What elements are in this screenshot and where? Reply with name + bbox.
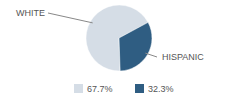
leader-line (145, 53, 157, 57)
slice-label: HISPANIC (162, 52, 204, 62)
pie-slice (119, 22, 152, 71)
leader-line (48, 13, 93, 23)
legend-label: 32.3% (148, 84, 174, 94)
slice-label: WHITE (16, 8, 45, 18)
legend-label: 67.7% (87, 84, 113, 94)
legend-swatch (74, 84, 83, 93)
chart: WHITE HISPANIC 67.7% 32.3% (0, 0, 240, 100)
legend-swatch (135, 84, 144, 93)
